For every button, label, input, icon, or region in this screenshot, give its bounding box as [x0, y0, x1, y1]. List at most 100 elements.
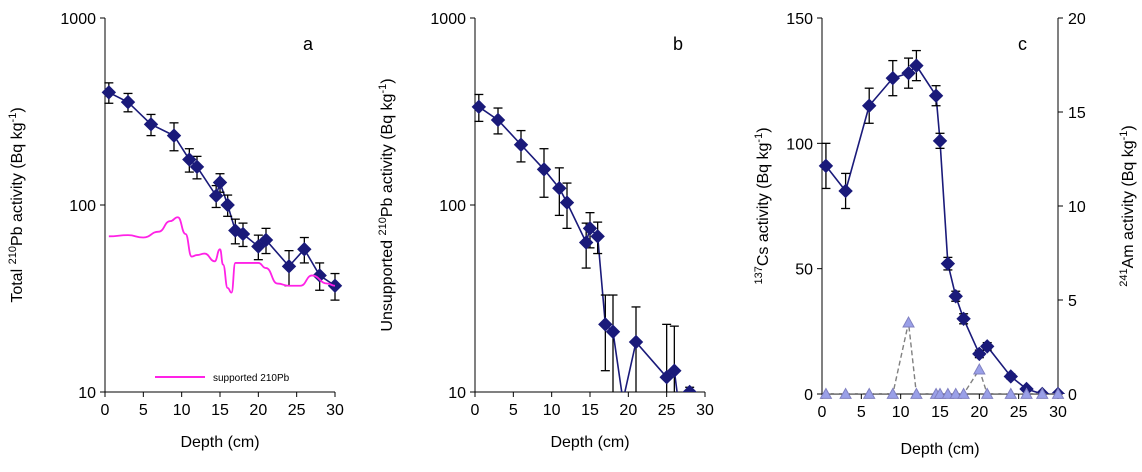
data-marker-b [471, 99, 487, 115]
series-line-am241 [825, 322, 1058, 394]
data-marker-am241 [1004, 387, 1018, 399]
legend-label-supported: supported 210Pb [213, 373, 290, 384]
data-marker-c [972, 346, 987, 362]
data-marker-b [536, 162, 552, 177]
series-line-b [478, 106, 690, 392]
series-group-c-0 [818, 49, 1066, 394]
x-tick-label-c: 25 [1010, 404, 1028, 421]
data-marker-am241 [902, 316, 915, 328]
data-marker-b [513, 137, 529, 152]
x-tick-label-c: 5 [857, 404, 866, 421]
y-tick-label-b: 10 [448, 385, 466, 402]
data-marker-a [281, 259, 297, 274]
x-axis-title-b: Depth (cm) [550, 434, 629, 451]
panel-b: 0 5 10 15 20 25 30 10 100 1000 b Depth (cm) Unsup… [377, 11, 714, 451]
data-marker-c [885, 70, 901, 86]
x-tick-label-b: 30 [696, 402, 714, 419]
x-tick-label-c: 10 [892, 404, 910, 421]
data-marker-a [120, 94, 136, 110]
x-tick-label-b: 20 [619, 402, 637, 419]
data-marker-am241 [862, 387, 876, 399]
series-group-c-1 [825, 322, 1058, 394]
y-tick-label-c: 50 [795, 262, 813, 279]
y-tick-label-c: 150 [786, 11, 813, 28]
data-marker-c [956, 311, 971, 327]
y2-tick-label-c: 15 [1068, 105, 1086, 122]
y-tick-label-b: 100 [439, 198, 466, 215]
data-marker-a [297, 242, 312, 257]
data-marker-a [312, 268, 327, 283]
y-tick-label-c: 100 [786, 136, 813, 153]
x-tick-label-c: 20 [970, 404, 988, 421]
data-marker-a [258, 232, 274, 248]
x-tick-label-c: 30 [1049, 404, 1067, 421]
data-marker-a [166, 128, 182, 143]
data-marker-b [682, 384, 697, 392]
y-axis-title-b: Unsupported 210Pb activity (Bq kg-1) [377, 78, 396, 331]
data-marker-c [928, 88, 944, 103]
x-tick-label-a: 30 [326, 402, 344, 419]
x-tick-label-c: 0 [818, 404, 827, 421]
y2-tick-label-c: 5 [1068, 293, 1077, 310]
data-marker-b [628, 334, 644, 350]
y-axis-title-c: 137Cs activity (Bq kg-1) [753, 127, 772, 284]
x-tick-label-a: 0 [101, 402, 110, 419]
x-axis-title-a: Depth (cm) [180, 434, 259, 451]
data-marker-c [838, 183, 853, 199]
data-marker-am241 [949, 387, 963, 399]
data-marker-b [552, 180, 567, 196]
series-group-a-1 [108, 216, 336, 294]
data-marker-a [228, 223, 243, 238]
data-marker-c [901, 65, 916, 81]
data-marker-c [940, 256, 956, 271]
data-marker-a [182, 152, 197, 167]
x-axis-title-c: Depth (cm) [900, 441, 979, 458]
data-marker-am241 [1035, 387, 1049, 399]
y-tick-label-a: 100 [69, 198, 96, 215]
data-marker-c [818, 158, 834, 174]
y-tick-label-a: 10 [78, 385, 96, 402]
data-marker-a [251, 239, 266, 254]
data-marker-b [598, 317, 613, 332]
data-marker-b [578, 235, 594, 250]
data-marker-am241 [957, 387, 970, 399]
x-tick-label-a: 10 [173, 402, 191, 419]
data-marker-am241 [839, 387, 852, 399]
data-marker-c [948, 289, 963, 304]
data-marker-b [490, 112, 506, 128]
data-marker-b [590, 229, 605, 244]
y2-tick-label-c: 0 [1068, 387, 1077, 404]
series-group-b-0 [471, 93, 697, 392]
series-line-c [825, 64, 1058, 394]
panel-a: 0 5 10 15 20 25 30 10 100 1000 a Depth (cm) Total… [7, 11, 344, 451]
data-marker-a [235, 226, 251, 242]
data-marker-a [220, 197, 235, 213]
data-marker-b [667, 363, 682, 378]
data-marker-am241 [886, 387, 900, 399]
data-marker-am241 [980, 387, 994, 399]
y-tick-label-a: 1000 [60, 11, 96, 28]
data-marker-am241 [941, 387, 955, 399]
data-marker-c [932, 133, 948, 149]
data-marker-b [659, 369, 674, 385]
x-tick-label-b: 15 [581, 402, 599, 419]
data-marker-a [189, 159, 205, 175]
y2-tick-label-c: 20 [1068, 11, 1086, 28]
data-marker-a [101, 85, 117, 100]
y-tick-label-b: 1000 [430, 11, 466, 28]
y2-tick-label-c: 10 [1068, 199, 1086, 216]
data-marker-a [212, 175, 228, 190]
data-marker-a [143, 117, 159, 132]
x-tick-label-a: 5 [139, 402, 148, 419]
data-marker-c [909, 58, 924, 73]
data-marker-c [979, 339, 995, 354]
data-marker-am241 [910, 387, 923, 399]
series-line-supported-210pb [108, 216, 336, 294]
y-axis-title-a: Total 210Pb activity (Bq kg-1) [7, 107, 26, 302]
data-marker-a [208, 188, 224, 204]
y-tick-label-c: 0 [804, 387, 813, 404]
data-marker-b [559, 195, 575, 210]
data-marker-c [1003, 369, 1019, 384]
